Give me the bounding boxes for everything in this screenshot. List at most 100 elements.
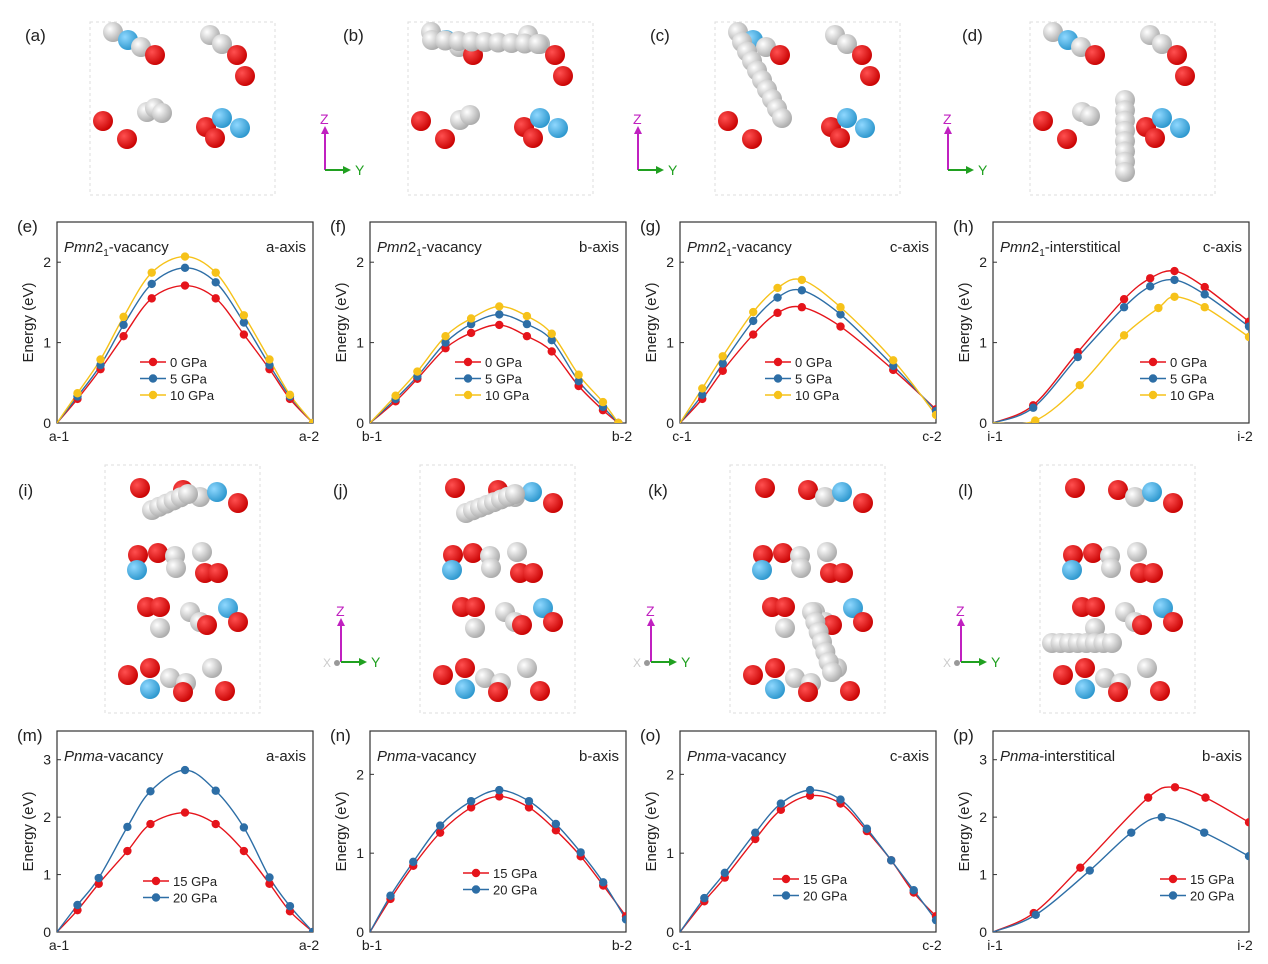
- oxygen-atom: [1150, 681, 1170, 701]
- series-line: [993, 270, 1249, 423]
- chart-title: Pmn21-interstitical: [1000, 239, 1121, 259]
- legend-marker: [463, 390, 473, 400]
- data-point: [308, 418, 313, 423]
- oxygen-atom: [743, 665, 763, 685]
- oxygen-atom: [117, 129, 137, 149]
- axis-triad: Z Y X: [323, 603, 381, 670]
- structure-panel: [104, 464, 261, 714]
- oxygen-atom: [1075, 658, 1095, 678]
- chart-title: Pmn21-vacancy: [377, 239, 482, 259]
- oxygen-atom: [465, 597, 485, 617]
- oxygen-atom: [463, 543, 483, 563]
- data-point: [73, 389, 82, 398]
- legend-marker: [1148, 390, 1158, 400]
- data-point: [180, 281, 190, 290]
- oxygen-atom: [235, 66, 255, 86]
- structure-panel: [1029, 21, 1216, 196]
- y-tick-label: 1: [979, 335, 987, 351]
- legend-label: 10 GPa: [795, 388, 840, 403]
- data-point: [698, 390, 707, 400]
- legend-item: 0 GPa: [1140, 355, 1208, 370]
- data-point: [466, 803, 476, 812]
- data-point: [1119, 303, 1129, 312]
- y-tick-label: 1: [666, 845, 674, 861]
- oxygen-atom: [545, 45, 565, 65]
- data-point: [551, 826, 561, 835]
- data-point: [718, 359, 727, 368]
- data-point: [1170, 292, 1179, 301]
- legend-marker: [463, 357, 473, 367]
- axis-direction-label: c-axis: [1203, 239, 1242, 256]
- ion-atom: [481, 558, 501, 578]
- legend-label: 5 GPa: [170, 372, 208, 387]
- chart-g: (g) 0 1 2 c-1 c-2 Energy (eV) Pmn21-vacancy c-ax…: [640, 217, 942, 444]
- oxygen-atom: [93, 111, 113, 131]
- ion-atom: [507, 542, 527, 562]
- z-axis-label: Z: [956, 603, 965, 619]
- axis-direction-label: c-axis: [890, 748, 929, 765]
- legend-item: 15 GPa: [773, 872, 848, 887]
- data-point: [1200, 828, 1209, 837]
- data-point: [123, 846, 132, 856]
- metal-atom: [1170, 118, 1190, 138]
- data-point: [94, 879, 103, 888]
- ion-atom: [465, 618, 485, 638]
- axis-direction-label: b-axis: [579, 239, 619, 256]
- ion-atom: [1043, 22, 1063, 42]
- data-point: [1244, 332, 1249, 342]
- legend-marker: [463, 374, 473, 383]
- y-tick-label: 3: [43, 752, 51, 768]
- legend-label: 15 GPa: [1190, 872, 1235, 887]
- series-line: [993, 296, 1249, 423]
- oxygen-atom: [530, 681, 550, 701]
- ion-atom: [1080, 106, 1100, 126]
- y-axis-title: Energy (eV): [643, 791, 660, 871]
- data-point: [211, 268, 220, 277]
- legend-marker: [151, 876, 161, 886]
- data-point: [147, 294, 156, 303]
- oxygen-atom: [228, 493, 248, 513]
- y-axis-label: Y: [371, 654, 381, 670]
- legend-marker: [1148, 374, 1158, 383]
- panel-label: (j): [333, 481, 348, 500]
- data-point: [576, 848, 585, 857]
- ion-atom: [1152, 34, 1172, 54]
- oxygen-atom: [130, 478, 150, 498]
- y-tick-label: 1: [666, 335, 674, 351]
- oxygen-atom: [128, 545, 148, 565]
- data-point: [239, 330, 249, 339]
- axis-direction-label: c-axis: [890, 239, 929, 256]
- chart-title: Pnma-vacancy: [687, 748, 787, 765]
- oxygen-atom: [512, 615, 532, 635]
- data-point: [836, 795, 845, 804]
- data-point: [1157, 812, 1166, 822]
- panel-label: (a): [25, 26, 46, 45]
- oxygen-atom: [173, 682, 193, 702]
- legend-label: 15 GPa: [803, 872, 848, 887]
- data-point: [147, 279, 156, 289]
- y-tick-label: 0: [356, 924, 364, 940]
- metal-atom: [1153, 598, 1173, 618]
- data-point: [146, 787, 155, 796]
- legend-item: 20 GPa: [1160, 889, 1235, 904]
- legend-marker: [471, 885, 481, 894]
- oxygen-atom: [455, 658, 475, 678]
- legend-label: 20 GPa: [173, 891, 218, 906]
- y-tick-label: 1: [43, 867, 51, 883]
- data-point: [391, 391, 400, 400]
- legend-label: 0 GPa: [795, 355, 833, 370]
- ion-atom: [178, 484, 198, 504]
- oxygen-atom: [523, 563, 543, 583]
- ion-atom: [505, 484, 525, 504]
- x-tick-label: c-1: [672, 428, 692, 444]
- legend-item: 5 GPa: [140, 372, 208, 387]
- data-point: [1127, 828, 1136, 837]
- data-point: [265, 879, 274, 888]
- y-axis-label: Y: [668, 162, 678, 178]
- metal-atom: [530, 108, 550, 128]
- legend-item: 15 GPa: [463, 866, 538, 881]
- chart-p: (p) 0 1 2 3 i-1 i-2 Energy (eV) Pnma-interstitic…: [953, 726, 1253, 953]
- data-point: [522, 331, 532, 341]
- legend-item: 15 GPa: [143, 874, 218, 889]
- data-point: [1031, 416, 1040, 423]
